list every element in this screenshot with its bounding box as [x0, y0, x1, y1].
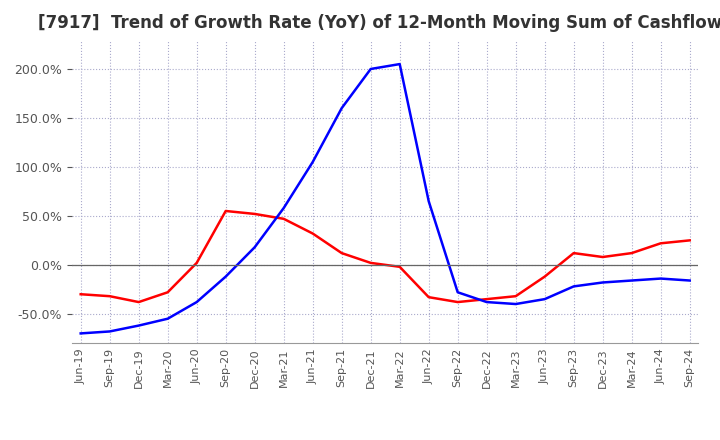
Free Cashflow — [135, 323, 143, 328]
Free Cashflow — [221, 274, 230, 279]
Operating Cashflow — [657, 241, 665, 246]
Free Cashflow — [541, 297, 549, 302]
Free Cashflow — [308, 159, 317, 165]
Operating Cashflow — [685, 238, 694, 243]
Free Cashflow — [76, 331, 85, 336]
Free Cashflow — [570, 284, 578, 289]
Free Cashflow — [192, 300, 201, 305]
Operating Cashflow — [221, 209, 230, 214]
Free Cashflow — [279, 205, 288, 211]
Free Cashflow — [598, 280, 607, 285]
Operating Cashflow — [308, 231, 317, 236]
Free Cashflow — [366, 66, 375, 72]
Operating Cashflow — [163, 290, 172, 295]
Operating Cashflow — [424, 294, 433, 300]
Operating Cashflow — [338, 250, 346, 256]
Operating Cashflow — [76, 292, 85, 297]
Free Cashflow — [105, 329, 114, 334]
Operating Cashflow — [366, 260, 375, 265]
Operating Cashflow — [251, 211, 259, 216]
Operating Cashflow — [395, 264, 404, 269]
Operating Cashflow — [541, 274, 549, 279]
Operating Cashflow — [598, 254, 607, 260]
Operating Cashflow — [570, 250, 578, 256]
Free Cashflow — [627, 278, 636, 283]
Operating Cashflow — [105, 293, 114, 299]
Free Cashflow — [424, 198, 433, 204]
Line: Free Cashflow: Free Cashflow — [81, 64, 690, 334]
Free Cashflow — [251, 245, 259, 250]
Operating Cashflow — [192, 260, 201, 265]
Free Cashflow — [395, 62, 404, 67]
Operating Cashflow — [454, 300, 462, 305]
Free Cashflow — [163, 316, 172, 321]
Title: [7917]  Trend of Growth Rate (YoY) of 12-Month Moving Sum of Cashflows: [7917] Trend of Growth Rate (YoY) of 12-… — [38, 15, 720, 33]
Line: Operating Cashflow: Operating Cashflow — [81, 211, 690, 302]
Free Cashflow — [685, 278, 694, 283]
Operating Cashflow — [482, 297, 491, 302]
Operating Cashflow — [511, 293, 520, 299]
Operating Cashflow — [627, 250, 636, 256]
Free Cashflow — [657, 276, 665, 281]
Free Cashflow — [482, 300, 491, 305]
Free Cashflow — [338, 106, 346, 111]
Free Cashflow — [454, 290, 462, 295]
Legend: Operating Cashflow, Free Cashflow: Operating Cashflow, Free Cashflow — [203, 439, 567, 440]
Free Cashflow — [511, 301, 520, 307]
Operating Cashflow — [135, 300, 143, 305]
Operating Cashflow — [279, 216, 288, 221]
